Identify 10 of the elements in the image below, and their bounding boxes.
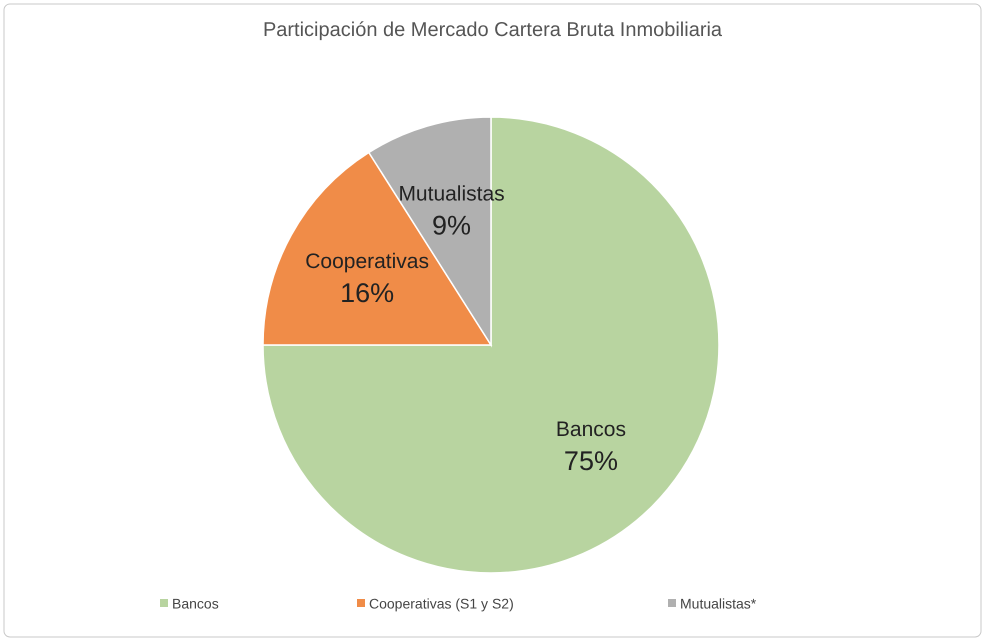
legend-label: Cooperativas (S1 y S2)	[369, 595, 514, 612]
data-label: 75%	[564, 446, 618, 476]
data-label: 16%	[340, 278, 394, 308]
legend-label: Bancos	[172, 595, 219, 612]
text: Cooperativas	[305, 250, 429, 273]
data-label: 9%	[432, 210, 472, 240]
pie-slice	[262, 116, 720, 574]
chart-title: Participación de Mercado Cartera Bruta Inmobiliaria	[262, 19, 723, 41]
legend-label: Mutualistas*	[680, 595, 757, 612]
slice-label: Bancos	[556, 418, 626, 441]
